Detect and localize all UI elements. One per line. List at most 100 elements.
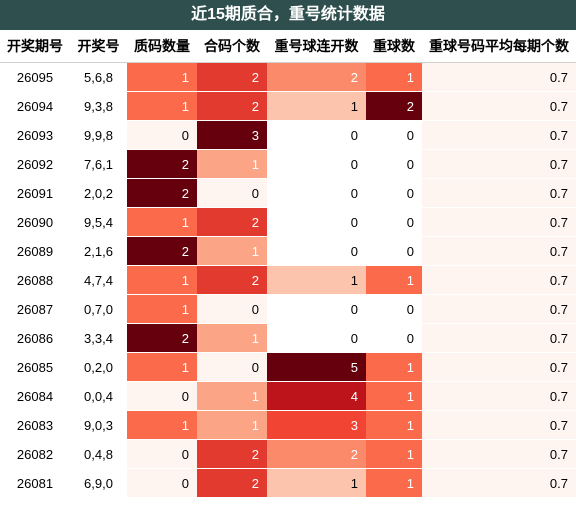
cell-prime-count: 1 [127,294,197,324]
cell-numbers: 4,7,4 [70,265,127,295]
cell-numbers: 5,6,8 [70,62,127,92]
cell-composite-count: 2 [197,265,267,295]
cell-composite-count: 2 [197,468,267,498]
cell-prime-count: 1 [127,62,197,92]
cell-composite-count: 1 [197,381,267,411]
cell-numbers: 2,0,2 [70,178,127,208]
cell-composite-count: 0 [197,178,267,208]
cell-prime-count: 2 [127,236,197,266]
cell-numbers: 0,2,0 [70,352,127,382]
cell-repeat-streak: 2 [267,439,366,469]
cell-repeat-count: 1 [366,352,422,382]
table-row: 26093 9,9,8 0 3 0 0 0.7 [0,120,576,150]
cell-repeat-avg: 0.7 [422,294,576,324]
cell-repeat-streak: 2 [267,62,366,92]
header-composite-count: 合码个数 [197,30,267,63]
cell-composite-count: 3 [197,120,267,150]
table-title: 近15期质合，重号统计数据 [0,0,576,30]
cell-composite-count: 1 [197,323,267,353]
cell-prime-count: 0 [127,381,197,411]
cell-repeat-avg: 0.7 [422,468,576,498]
cell-composite-count: 2 [197,91,267,121]
cell-numbers: 2,1,6 [70,236,127,266]
cell-repeat-avg: 0.7 [422,91,576,121]
cell-repeat-avg: 0.7 [422,207,576,237]
cell-prime-count: 1 [127,410,197,440]
cell-repeat-streak: 1 [267,468,366,498]
cell-composite-count: 0 [197,352,267,382]
header-repeat-streak: 重号球连开数 [267,30,366,63]
cell-prime-count: 1 [127,91,197,121]
table-row: 26086 3,3,4 2 1 0 0 0.7 [0,323,576,353]
table-row: 26087 0,7,0 1 0 0 0 0.7 [0,294,576,324]
cell-issue: 26091 [0,178,70,208]
cell-issue: 26089 [0,236,70,266]
cell-repeat-count: 0 [366,323,422,353]
table-row: 26082 0,4,8 0 2 2 1 0.7 [0,439,576,469]
cell-issue: 26088 [0,265,70,295]
cell-repeat-count: 1 [366,468,422,498]
cell-numbers: 0,4,8 [70,439,127,469]
header-repeat-avg: 重球号码平均每期个数 [422,30,576,63]
table-row: 26088 4,7,4 1 2 1 1 0.7 [0,265,576,295]
table-row: 26091 2,0,2 2 0 0 0 0.7 [0,178,576,208]
cell-repeat-count: 0 [366,236,422,266]
cell-repeat-streak: 3 [267,410,366,440]
cell-repeat-count: 0 [366,178,422,208]
cell-repeat-avg: 0.7 [422,236,576,266]
cell-composite-count: 1 [197,236,267,266]
table-row: 26092 7,6,1 2 1 0 0 0.7 [0,149,576,179]
cell-repeat-streak: 4 [267,381,366,411]
cell-repeat-count: 0 [366,294,422,324]
cell-prime-count: 1 [127,352,197,382]
cell-numbers: 6,9,0 [70,468,127,498]
cell-issue: 26090 [0,207,70,237]
cell-numbers: 9,5,4 [70,207,127,237]
cell-numbers: 0,7,0 [70,294,127,324]
cell-repeat-avg: 0.7 [422,149,576,179]
cell-composite-count: 1 [197,149,267,179]
cell-numbers: 9,3,8 [70,91,127,121]
cell-issue: 26082 [0,439,70,469]
cell-numbers: 7,6,1 [70,149,127,179]
table-row: 26083 9,0,3 1 1 3 1 0.7 [0,410,576,440]
cell-composite-count: 2 [197,62,267,92]
stats-table: 开奖期号 开奖号 质码数量 合码个数 重号球连开数 重球数 重球号码平均每期个数… [0,30,576,498]
cell-composite-count: 2 [197,207,267,237]
table-row: 26095 5,6,8 1 2 2 1 0.7 [0,62,576,92]
cell-prime-count: 2 [127,178,197,208]
cell-issue: 26095 [0,62,70,92]
cell-issue: 26081 [0,468,70,498]
cell-repeat-avg: 0.7 [422,439,576,469]
cell-repeat-avg: 0.7 [422,120,576,150]
cell-issue: 26087 [0,294,70,324]
cell-prime-count: 0 [127,439,197,469]
table-row: 26085 0,2,0 1 0 5 1 0.7 [0,352,576,382]
cell-repeat-count: 1 [366,410,422,440]
cell-composite-count: 1 [197,410,267,440]
cell-repeat-count: 2 [366,91,422,121]
cell-issue: 26092 [0,149,70,179]
cell-repeat-avg: 0.7 [422,410,576,440]
cell-repeat-count: 0 [366,149,422,179]
cell-repeat-streak: 0 [267,236,366,266]
cell-repeat-count: 1 [366,265,422,295]
table-row: 26094 9,3,8 1 2 1 2 0.7 [0,91,576,121]
cell-issue: 26085 [0,352,70,382]
cell-prime-count: 0 [127,120,197,150]
cell-repeat-streak: 0 [267,149,366,179]
cell-repeat-streak: 1 [267,265,366,295]
cell-prime-count: 1 [127,265,197,295]
cell-repeat-avg: 0.7 [422,352,576,382]
cell-repeat-avg: 0.7 [422,178,576,208]
cell-repeat-avg: 0.7 [422,62,576,92]
cell-repeat-streak: 0 [267,178,366,208]
cell-repeat-count: 0 [366,207,422,237]
cell-issue: 26094 [0,91,70,121]
header-row: 开奖期号 开奖号 质码数量 合码个数 重号球连开数 重球数 重球号码平均每期个数 [0,30,576,63]
header-numbers: 开奖号 [70,30,127,63]
cell-issue: 26093 [0,120,70,150]
cell-prime-count: 1 [127,207,197,237]
cell-repeat-streak: 5 [267,352,366,382]
cell-prime-count: 2 [127,323,197,353]
